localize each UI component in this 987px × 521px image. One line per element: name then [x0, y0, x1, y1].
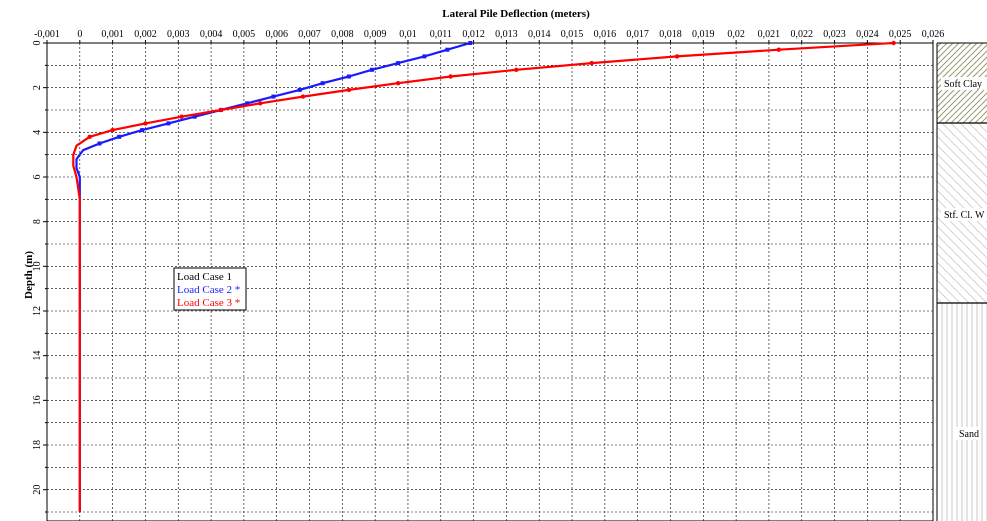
x-tick-label: 0,008 — [331, 29, 354, 40]
soil-profile: Soft Clay Stf. Cl. W Sand — [936, 42, 987, 521]
y-axis-title: Depth (m) — [23, 251, 35, 299]
data-point — [300, 94, 306, 99]
x-tick-label: 0,009 — [364, 29, 387, 40]
soil-layer-sand — [937, 303, 987, 521]
soil-label-bg-3 — [956, 427, 980, 440]
series-lines — [72, 40, 896, 512]
x-tick-label: 0,018 — [659, 29, 682, 40]
soil-label-stiff-clay: Stf. Cl. W — [944, 210, 985, 221]
x-tick-label: 0,01 — [399, 29, 417, 40]
data-point — [445, 47, 450, 52]
soil-label-bg-1 — [941, 77, 987, 90]
legend: Load Case 1 Load Case 2 * Load Case 3 * — [173, 267, 247, 311]
y-tick-label: 6 — [32, 175, 43, 180]
series-line-2 — [75, 41, 471, 512]
data-point — [891, 40, 896, 46]
data-point — [179, 114, 184, 119]
data-point — [514, 67, 519, 73]
y-tick-label: 10 — [32, 261, 43, 271]
data-point — [346, 87, 352, 93]
x-tick-label: 0,001 — [101, 29, 124, 40]
x-tick-label: 0,022 — [790, 29, 813, 40]
data-point — [166, 121, 171, 126]
x-tick-label: 0,005 — [233, 29, 256, 40]
data-point — [320, 81, 325, 86]
x-tick-label: 0,019 — [692, 29, 715, 40]
x-tick-label: 0,02 — [727, 29, 745, 40]
data-point — [271, 94, 276, 99]
data-point — [218, 107, 224, 113]
legend-item-load-case-2: Load Case 2 * — [177, 284, 240, 296]
y-tick-label: 14 — [32, 351, 43, 361]
y-tick-label: 16 — [32, 395, 43, 405]
data-point — [110, 127, 115, 133]
soil-label-bg-2 — [941, 208, 987, 221]
data-point — [422, 54, 427, 59]
x-tick-label: 0,013 — [495, 29, 518, 40]
x-tick-label: 0,017 — [626, 29, 649, 40]
data-point — [245, 101, 250, 106]
data-point — [396, 61, 401, 66]
legend-item-load-case-3: Load Case 3 * — [177, 297, 240, 309]
plot-frame — [46, 42, 934, 521]
x-tick-label: 0,003 — [167, 29, 190, 40]
data-point — [258, 101, 263, 106]
x-tick-label: 0,007 — [298, 29, 321, 40]
legend-item-load-case-1: Load Case 1 — [177, 271, 232, 283]
data-point — [448, 74, 453, 79]
y-tick-label: 0 — [32, 41, 43, 46]
data-point — [395, 81, 401, 86]
data-point — [589, 60, 594, 66]
y-axis-ticks: 0 2 4 6 8 10 12 14 16 18 20 — [32, 41, 47, 513]
x-tick-label: 0,021 — [758, 29, 781, 40]
data-point — [117, 134, 122, 139]
x-tick-label: 0,016 — [594, 29, 617, 40]
x-tick-label: -0,001 — [34, 29, 60, 40]
data-point — [369, 67, 374, 72]
data-point — [140, 128, 145, 133]
y-tick-label: 8 — [32, 219, 43, 224]
y-tick-label: 18 — [32, 440, 43, 450]
x-tick-label: 0,014 — [528, 29, 551, 40]
y-tick-label: 12 — [32, 306, 43, 316]
soil-label-soft-clay: Soft Clay — [944, 79, 982, 90]
data-point — [776, 47, 781, 52]
data-point — [87, 134, 92, 139]
soil-label-sand: Sand — [959, 429, 979, 440]
series-line-3 — [72, 41, 894, 512]
x-tick-label: 0,026 — [922, 29, 945, 40]
x-tick-label: 0,006 — [265, 29, 288, 40]
data-point — [192, 114, 197, 119]
data-point — [97, 141, 102, 146]
x-axis-title: Lateral Pile Deflection (meters) — [442, 8, 590, 20]
x-tick-label: 0,025 — [889, 29, 912, 40]
x-tick-label: 0,024 — [856, 29, 879, 40]
y-tick-label: 20 — [32, 485, 43, 495]
data-point — [297, 87, 302, 92]
data-point — [674, 54, 680, 59]
x-tick-label: 0,012 — [462, 29, 485, 40]
x-tick-label: 0 — [77, 29, 82, 40]
data-point — [346, 74, 351, 79]
x-tick-label: 0,015 — [561, 29, 584, 40]
data-point — [143, 121, 148, 126]
x-tick-label: 0,004 — [200, 29, 223, 40]
x-tick-label: 0,002 — [134, 29, 157, 40]
x-axis-ticks: -0,001 0 0,001 0,002 0,003 0,004 0,005 0,006 0,0… — [34, 29, 944, 43]
y-tick-label: 2 — [32, 85, 43, 90]
y-tick-label: 4 — [32, 130, 43, 135]
x-tick-label: 0,011 — [430, 29, 452, 40]
x-tick-label: 0,023 — [823, 29, 846, 40]
data-point — [468, 41, 473, 45]
legend-box — [173, 267, 247, 311]
